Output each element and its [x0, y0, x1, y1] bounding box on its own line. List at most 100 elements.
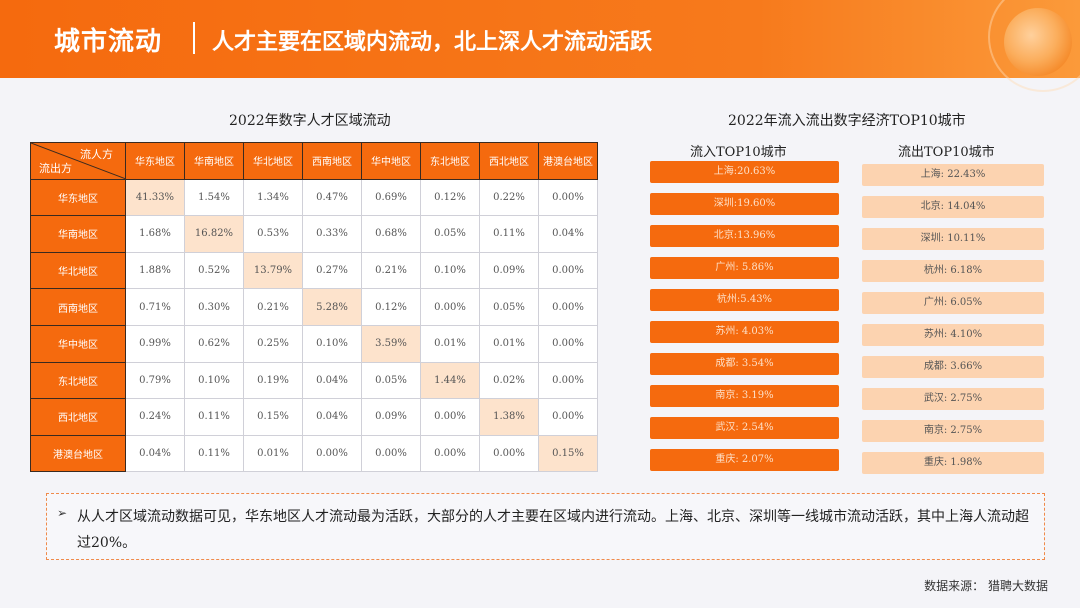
matrix-cell: 0.68%	[361, 215, 421, 253]
matrix-cell: 0.05%	[479, 288, 539, 326]
matrix-cell: 0.79%	[125, 361, 185, 400]
matrix-cell: 0.00%	[538, 251, 598, 290]
matrix-cell: 0.53%	[243, 215, 303, 253]
matrix-cell: 0.00%	[420, 288, 480, 326]
inflow-city-bar: 杭州:5.43%	[650, 289, 839, 311]
matrix-cell: 0.25%	[243, 324, 303, 363]
matrix-cell: 0.12%	[420, 178, 480, 217]
matrix-column-header: 西北地区	[479, 142, 539, 180]
inflow-city-bar: 武汉: 2.54%	[650, 417, 839, 439]
matrix-cell: 0.00%	[538, 324, 598, 363]
inflow-city-bar: 重庆: 2.07%	[650, 449, 839, 471]
outflow-city-bar: 广州: 6.05%	[862, 292, 1044, 314]
matrix-cell: 0.12%	[361, 288, 421, 326]
matrix-cell: 0.00%	[538, 288, 598, 326]
corner-diagonal	[31, 143, 125, 179]
top10-title: 2022年流入流出数字经济TOP10城市	[728, 113, 966, 129]
matrix-cell: 0.00%	[538, 361, 598, 400]
matrix-row: 西北地区 0.24% 0.11% 0.15% 0.04% 0.09% 0.00% 1.38% 0…	[30, 398, 598, 436]
matrix-row: 华中地区 0.99% 0.62% 0.25% 0.10% 3.59% 0.01% 0.01% 0…	[30, 324, 598, 363]
matrix-row: 华南地区 1.68% 16.82% 0.53% 0.33% 0.68% 0.05% 0.11%…	[30, 215, 598, 253]
matrix-cell: 0.00%	[420, 434, 480, 473]
matrix-row: 华北地区 1.88% 0.52% 13.79% 0.27% 0.21% 0.10% 0.09%…	[30, 251, 598, 290]
matrix-cell: 16.82%	[184, 215, 244, 253]
matrix-title: 2022年数字人才区域流动	[229, 113, 391, 129]
matrix-cell: 0.00%	[302, 434, 362, 473]
matrix-cell: 0.10%	[184, 361, 244, 400]
outflow-city-bar: 重庆: 1.98%	[862, 452, 1044, 474]
data-source: 数据来源： 猎聘大数据	[924, 579, 1048, 593]
matrix-cell: 1.88%	[125, 251, 185, 290]
inflow-title: 流入TOP10城市	[690, 145, 787, 160]
region-flow-matrix: 流人方 流出方 华东地区 华南地区 华北地区 西南地区 华中地区 东北地区 西北地区 港澳台地区华…	[30, 142, 598, 473]
matrix-cell: 0.21%	[361, 251, 421, 290]
inflow-city-bar: 南京: 3.19%	[650, 385, 839, 407]
matrix-cell: 0.00%	[538, 398, 598, 436]
matrix-cell: 13.79%	[243, 251, 303, 290]
inflow-city-bar: 成都: 3.54%	[650, 353, 839, 375]
outflow-city-bar: 杭州: 6.18%	[862, 260, 1044, 282]
matrix-cell: 0.19%	[243, 361, 303, 400]
matrix-row: 西南地区 0.71% 0.30% 0.21% 5.28% 0.12% 0.00% 0.05% 0…	[30, 288, 598, 326]
matrix-cell: 0.04%	[302, 398, 362, 436]
matrix-column-header: 华东地区	[125, 142, 185, 180]
matrix-row: 华东地区 41.33% 1.54% 1.34% 0.47% 0.69% 0.12% 0.22%…	[30, 178, 598, 217]
matrix-cell: 0.52%	[184, 251, 244, 290]
matrix-cell: 0.15%	[243, 398, 303, 436]
matrix-cell: 0.10%	[420, 251, 480, 290]
matrix-cell: 0.30%	[184, 288, 244, 326]
inflow-city-bar: 北京:13.96%	[650, 225, 839, 247]
matrix-cell: 5.28%	[302, 288, 362, 326]
matrix-cell: 0.02%	[479, 361, 539, 400]
outflow-title: 流出TOP10城市	[898, 145, 995, 160]
matrix-cell: 0.11%	[479, 215, 539, 253]
outflow-city-bar: 苏州: 4.10%	[862, 324, 1044, 346]
matrix-cell: 0.01%	[420, 324, 480, 363]
outflow-city-bar: 成都: 3.66%	[862, 356, 1044, 378]
matrix-cell: 0.11%	[184, 434, 244, 473]
outflow-city-bar: 武汉: 2.75%	[862, 388, 1044, 410]
page-title: 城市流动	[54, 27, 163, 57]
matrix-column-header: 华北地区	[243, 142, 303, 180]
matrix-row-header: 华南地区	[30, 215, 126, 253]
inflow-city-bar: 苏州: 4.03%	[650, 321, 839, 343]
outflow-city-bar: 北京: 14.04%	[862, 196, 1044, 218]
matrix-cell: 0.24%	[125, 398, 185, 436]
matrix-cell: 3.59%	[361, 324, 421, 363]
matrix-corner: 流人方 流出方	[30, 142, 126, 180]
matrix-cell: 0.05%	[361, 361, 421, 400]
outflow-city-bar: 上海: 22.43%	[862, 164, 1044, 186]
matrix-cell: 1.54%	[184, 178, 244, 217]
matrix-column-header: 东北地区	[420, 142, 480, 180]
matrix-row: 东北地区 0.79% 0.10% 0.19% 0.04% 0.05% 1.44% 0.02% 0…	[30, 361, 598, 400]
title-divider	[193, 22, 195, 54]
matrix-cell: 0.69%	[361, 178, 421, 217]
matrix-cell: 0.04%	[125, 434, 185, 473]
inflow-city-bar: 深圳:19.60%	[650, 193, 839, 215]
matrix-row-header: 港澳台地区	[30, 434, 126, 473]
matrix-cell: 0.22%	[479, 178, 539, 217]
matrix-cell: 0.09%	[479, 251, 539, 290]
matrix-cell: 41.33%	[125, 178, 185, 217]
matrix-cell: 0.09%	[361, 398, 421, 436]
matrix-row-header: 华东地区	[30, 178, 126, 217]
decorative-ring	[988, 0, 1080, 92]
inflow-city-bar: 广州: 5.86%	[650, 257, 839, 279]
matrix-cell: 0.33%	[302, 215, 362, 253]
matrix-cell: 0.62%	[184, 324, 244, 363]
matrix-cell: 0.04%	[538, 215, 598, 253]
matrix-cell: 0.27%	[302, 251, 362, 290]
matrix-cell: 0.71%	[125, 288, 185, 326]
corner-inflow-label: 流人方	[80, 148, 113, 161]
matrix-cell: 0.99%	[125, 324, 185, 363]
matrix-row-header: 华北地区	[30, 251, 126, 290]
matrix-row-header: 华中地区	[30, 324, 126, 363]
matrix-cell: 0.00%	[420, 398, 480, 436]
matrix-cell: 0.47%	[302, 178, 362, 217]
outflow-city-bar: 南京: 2.75%	[862, 420, 1044, 442]
matrix-column-header: 华南地区	[184, 142, 244, 180]
matrix-column-header: 华中地区	[361, 142, 421, 180]
matrix-row: 港澳台地区 0.04% 0.11% 0.01% 0.00% 0.00% 0.00% 0.00%…	[30, 434, 598, 473]
page-subtitle: 人才主要在区域内流动，北上深人才流动活跃	[212, 30, 653, 55]
matrix-cell: 1.44%	[420, 361, 480, 400]
